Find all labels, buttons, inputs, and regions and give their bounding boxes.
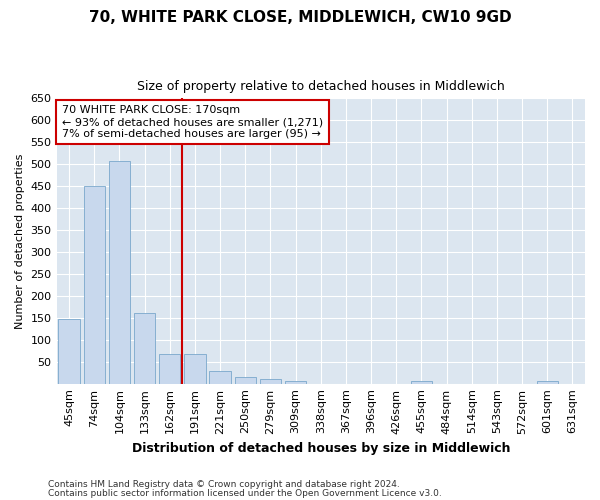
Bar [159, 354, 181, 384]
Title: Size of property relative to detached houses in Middlewich: Size of property relative to detached ho… [137, 80, 505, 93]
Bar [260, 380, 281, 384]
Bar [536, 381, 558, 384]
Bar [109, 161, 130, 384]
Bar [184, 354, 206, 384]
X-axis label: Distribution of detached houses by size in Middlewich: Distribution of detached houses by size … [131, 442, 510, 455]
Y-axis label: Number of detached properties: Number of detached properties [15, 154, 25, 328]
Bar [134, 314, 155, 384]
Text: Contains HM Land Registry data © Crown copyright and database right 2024.: Contains HM Land Registry data © Crown c… [48, 480, 400, 489]
Bar [209, 370, 231, 384]
Bar [58, 319, 80, 384]
Bar [83, 186, 105, 384]
Bar [285, 381, 307, 384]
Text: 70, WHITE PARK CLOSE, MIDDLEWICH, CW10 9GD: 70, WHITE PARK CLOSE, MIDDLEWICH, CW10 9… [89, 10, 511, 25]
Bar [235, 377, 256, 384]
Bar [411, 381, 432, 384]
Text: 70 WHITE PARK CLOSE: 170sqm
← 93% of detached houses are smaller (1,271)
7% of s: 70 WHITE PARK CLOSE: 170sqm ← 93% of det… [62, 106, 323, 138]
Text: Contains public sector information licensed under the Open Government Licence v3: Contains public sector information licen… [48, 488, 442, 498]
